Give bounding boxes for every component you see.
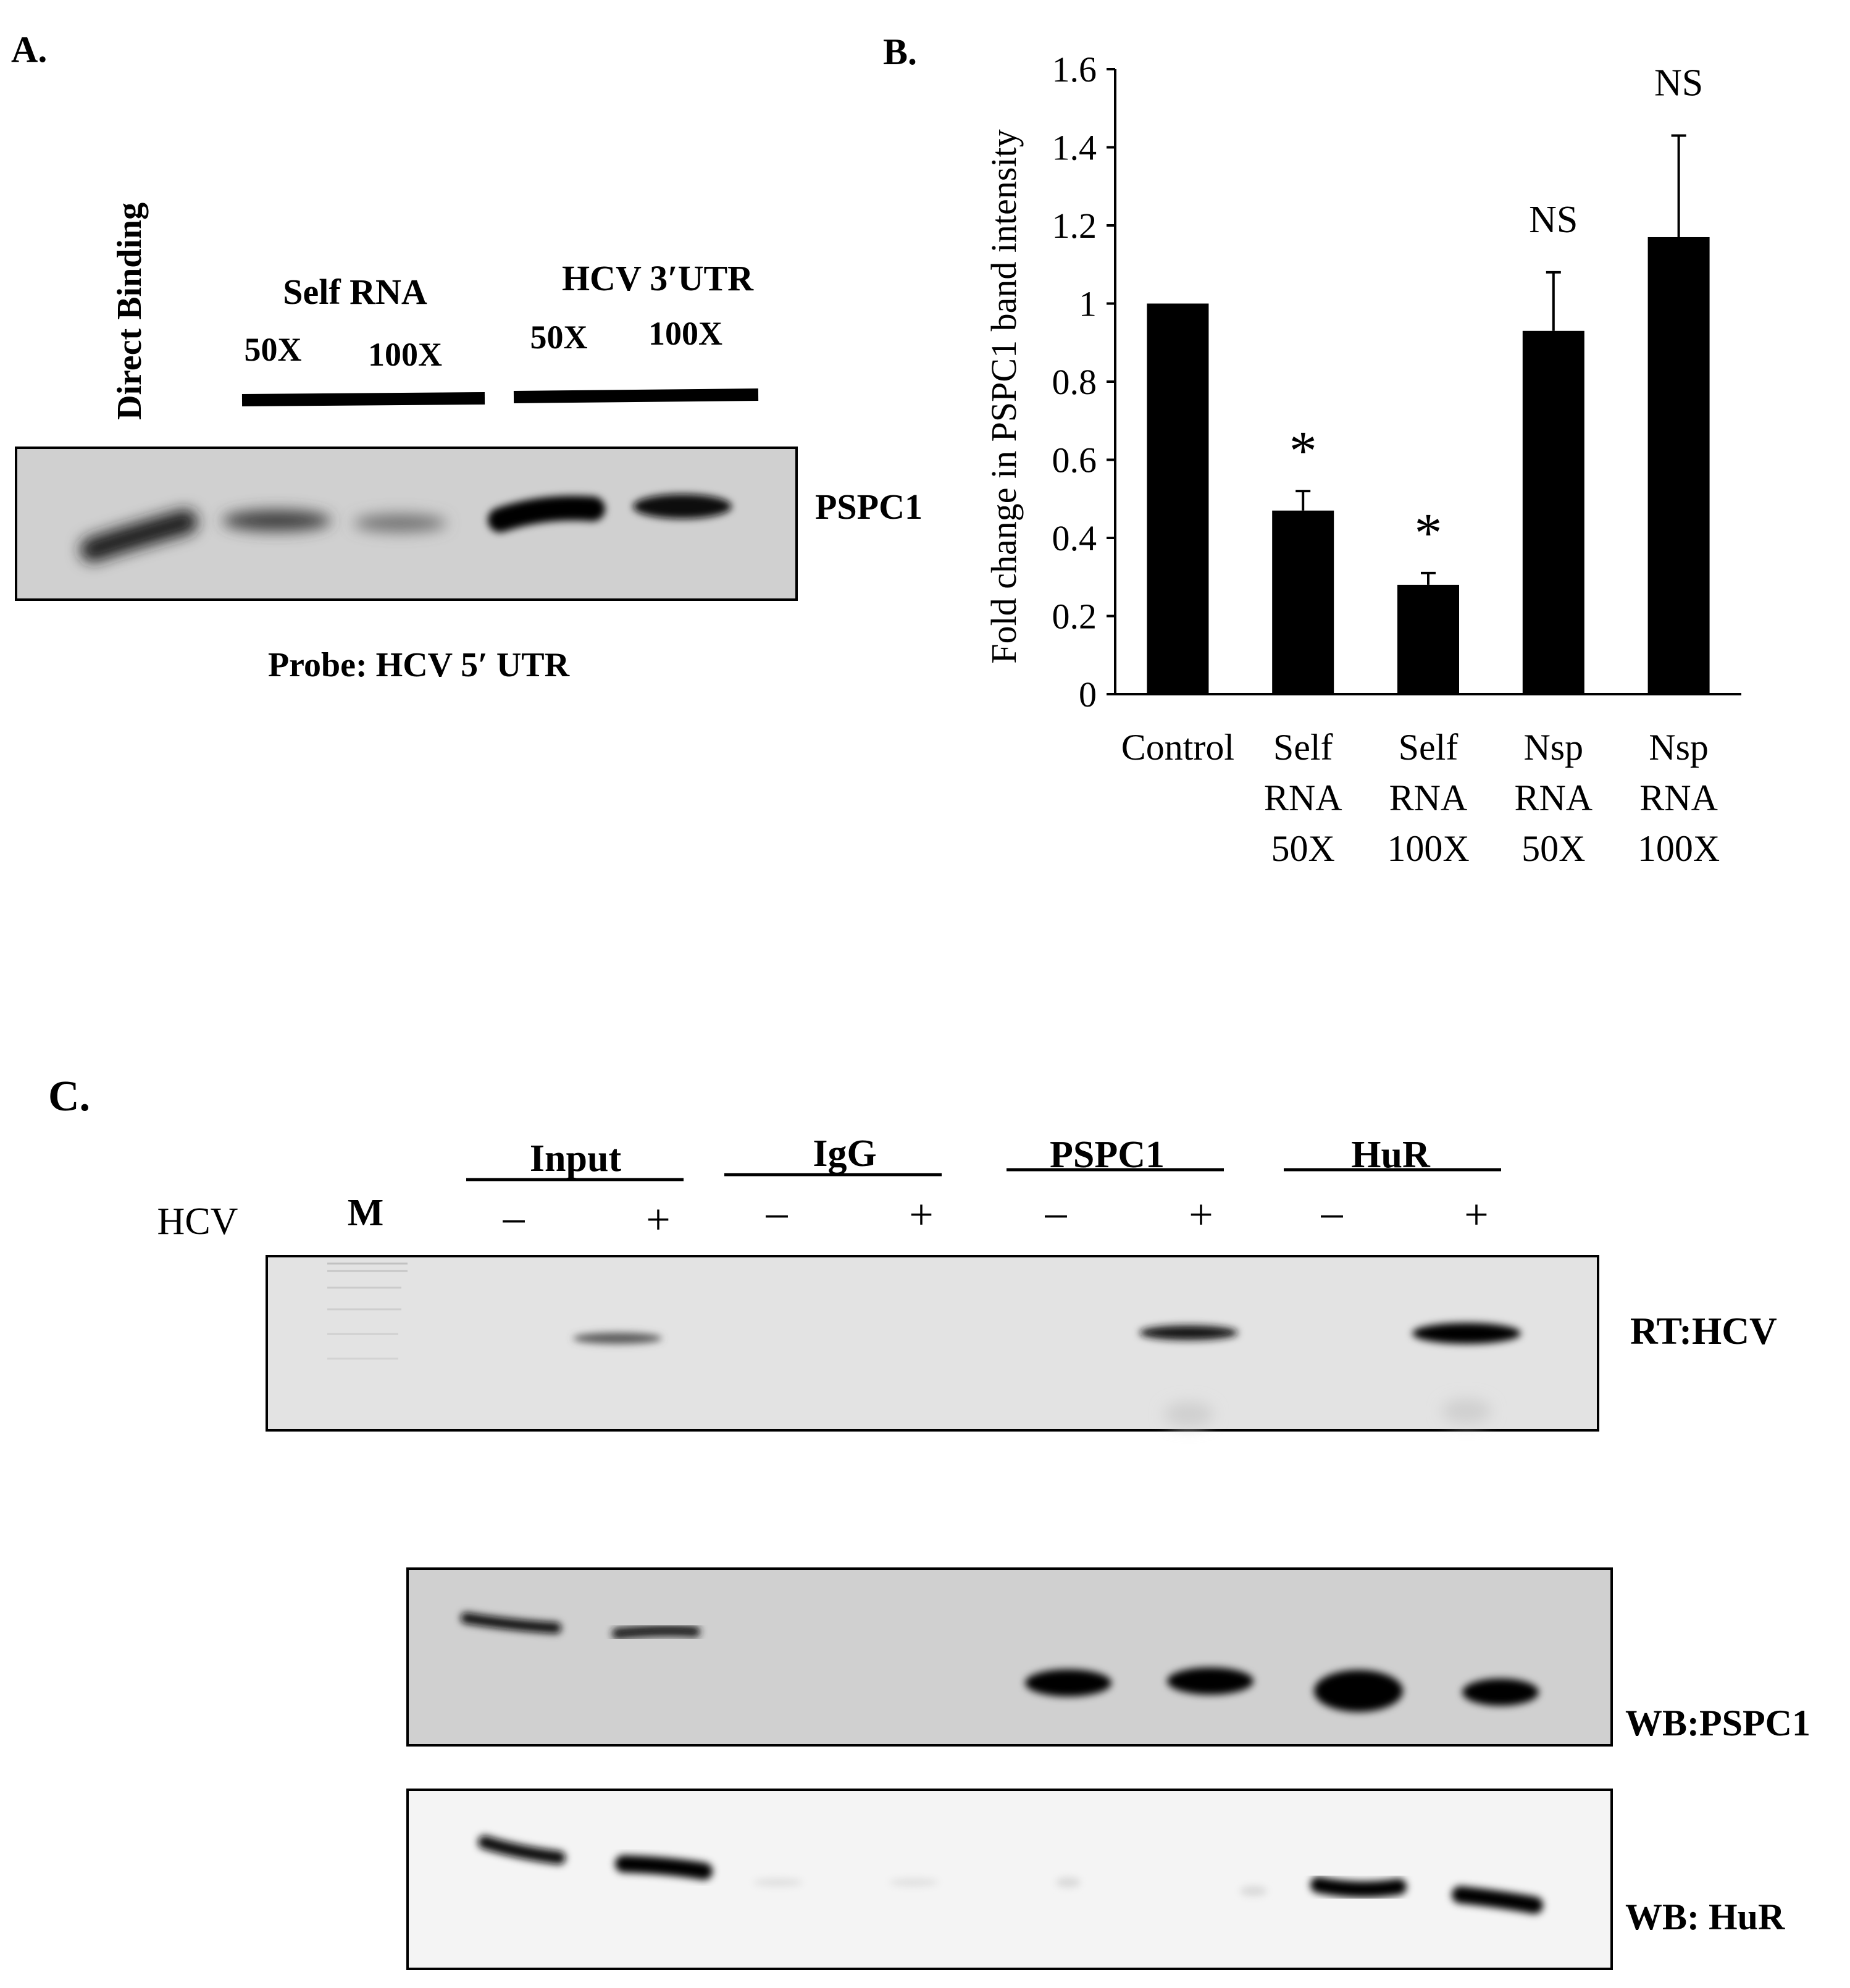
y-tick-label: 0.6: [1052, 440, 1097, 480]
self-rna-50x-label: 50X: [245, 331, 302, 368]
band-hcv-100x: [633, 494, 732, 519]
hcv-sign-3: –: [766, 1189, 789, 1236]
bar: [1272, 510, 1334, 694]
wb-pspc1-band-hur-minus: [1314, 1670, 1403, 1712]
y-tick-label: 1: [1079, 284, 1097, 324]
significance-ns: NS: [1654, 62, 1703, 104]
bar: [1147, 303, 1209, 694]
x-tick-label: Self: [1399, 727, 1459, 768]
bar: [1647, 237, 1710, 695]
hcv-sign-1: –: [503, 1194, 525, 1241]
hcv-3utr-label: HCV 3′UTR: [562, 258, 754, 298]
wb-pspc1-blot: [406, 1567, 1613, 1747]
x-tick-label: 50X: [1271, 828, 1335, 869]
hcv-sign-4: +: [909, 1191, 933, 1239]
pspc1-blot-label: PSPC1: [815, 487, 923, 527]
rt-band-hur-plus: [1412, 1323, 1521, 1344]
probe-label: Probe: HCV 5′ UTR: [268, 646, 570, 684]
panel-b-label: B.: [883, 31, 917, 72]
significance-ns: NS: [1529, 199, 1578, 241]
wb-pspc1-band-pspc1-minus: [1025, 1669, 1111, 1697]
wb-pspc1-band-input-plus: [612, 1625, 700, 1639]
y-tick-label: 0.4: [1052, 518, 1097, 558]
wb-pspc1-band-pspc1-plus: [1167, 1667, 1254, 1695]
rt-hcv-gel: [266, 1255, 1599, 1432]
bar: [1397, 584, 1459, 694]
x-tick-label: Nsp: [1523, 727, 1583, 768]
x-tick-label: Self: [1273, 727, 1333, 768]
x-tick-label: Control: [1121, 727, 1234, 768]
self-rna-100x-label: 100X: [368, 336, 442, 373]
panel-a-label: A.: [11, 29, 47, 70]
wb-hur-blot: [406, 1789, 1613, 1970]
marker-ladder: [327, 1262, 408, 1360]
wb-pspc1-band-input-minus: [461, 1613, 561, 1634]
wb-pspc1-band-hur-plus: [1462, 1679, 1539, 1706]
band-self-50x: [222, 510, 331, 531]
bar: [1522, 330, 1584, 694]
x-tick-label: 100X: [1638, 828, 1720, 869]
y-tick-label: 0.2: [1052, 597, 1097, 637]
hcv-3utr-50x-label: 50X: [530, 319, 588, 356]
wb-hur-band-hur-plus: [1452, 1886, 1543, 1914]
hcv-sign-2: +: [646, 1196, 670, 1244]
direct-binding-label: Direct Binding: [111, 203, 149, 420]
wb-hur-band-input-plus: [615, 1855, 713, 1880]
band-hcv-50x: [488, 495, 605, 532]
y-tick-label: 1.2: [1052, 206, 1097, 246]
group-label-igg: IgG: [813, 1133, 876, 1175]
emsa-blot: [15, 447, 798, 601]
x-tick-label: 100X: [1387, 828, 1469, 869]
y-tick-label: 0: [1079, 674, 1097, 715]
panel-a: A. Direct Binding Self RNA 50X 100X HCV …: [11, 29, 923, 684]
x-tick-label: Nsp: [1649, 727, 1709, 768]
x-tick-label: RNA: [1639, 778, 1718, 818]
y-tick-label: 1.4: [1052, 128, 1097, 168]
hcv-sign-6: +: [1189, 1191, 1213, 1239]
wb-hur-label: WB: HuR: [1625, 1897, 1785, 1937]
significance-star: *: [1289, 421, 1317, 482]
x-tick-label: RNA: [1514, 778, 1593, 818]
group-label-input: Input: [530, 1138, 622, 1180]
panel-b: B. Fold change in PSPC1 band intensity 0…: [883, 31, 1741, 869]
bar-chart: 0 0.2 0.4 0.6 0.8 1 1.2 1.4 1.6 Control * Self RNA 50…: [1052, 49, 1741, 869]
self-rna-bar: [241, 392, 485, 406]
wb-pspc1-label: WB:PSPC1: [1625, 1703, 1810, 1743]
hcv-sign-5: –: [1045, 1189, 1068, 1236]
rt-band-pspc1-plus: [1139, 1325, 1238, 1340]
marker-label: M: [348, 1192, 384, 1234]
wb-hur-band-input-minus: [478, 1835, 566, 1864]
y-tick-label: 1.6: [1052, 49, 1097, 90]
wb-hur-band-hur-minus: [1310, 1877, 1407, 1898]
rt-band-input-plus: [573, 1333, 662, 1344]
band-self-100x: [354, 514, 446, 532]
hcv-row-label: HCV: [157, 1201, 238, 1243]
self-rna-label: Self RNA: [283, 272, 427, 312]
hcv-3utr-100x-label: 100X: [648, 315, 722, 352]
x-tick-label: RNA: [1389, 778, 1468, 818]
x-tick-label: RNA: [1264, 778, 1342, 818]
rt-hcv-label: RT:HCV: [1630, 1311, 1777, 1353]
y-axis-label: Fold change in PSPC1 band intensity: [984, 129, 1024, 663]
hcv-3utr-bar: [513, 388, 759, 403]
hcv-sign-8: +: [1464, 1191, 1488, 1239]
band-direct-binding: [80, 510, 198, 562]
panel-c: C. HCV M Input IgG PSPC1 HuR – + – + – +…: [48, 1073, 1810, 1970]
significance-star: *: [1415, 503, 1442, 564]
y-tick-label: 0.8: [1052, 362, 1097, 402]
x-tick-label: 50X: [1521, 828, 1585, 869]
hcv-sign-7: –: [1321, 1189, 1344, 1236]
panel-c-label: C.: [48, 1073, 90, 1120]
